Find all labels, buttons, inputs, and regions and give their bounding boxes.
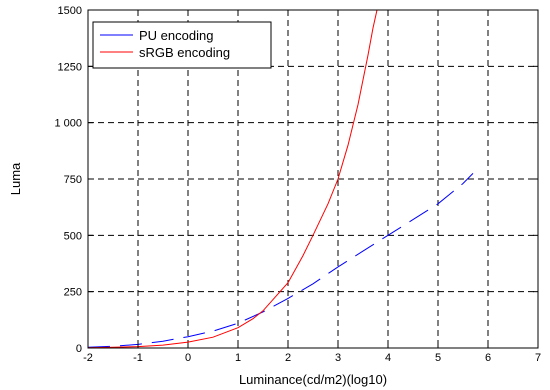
series-line-pu-encoding [87, 173, 474, 348]
grid-lines [88, 10, 538, 348]
x-tick-label: 3 [335, 352, 341, 364]
y-tick-label: 0 [76, 343, 82, 355]
x-tick-label: 6 [485, 352, 491, 364]
tick-marks [87, 9, 539, 349]
legend-label-srgb-encoding: sRGB encoding [139, 45, 230, 60]
x-tick-label: 4 [385, 352, 391, 364]
legend-label-pu-encoding: PU encoding [139, 28, 213, 43]
y-tick-label: 1500 [58, 5, 82, 17]
legend: PU encoding sRGB encoding [92, 21, 272, 69]
x-tick-labels: -2 -1 0 1 2 3 4 5 6 7 [83, 352, 541, 364]
x-axis-title: Luminance(cd/m2)(log10) [239, 372, 387, 387]
y-tick-label: 1 000 [54, 118, 82, 130]
y-tick-labels: 0 250 500 750 1 000 1250 1500 [54, 5, 82, 355]
x-tick-label: 7 [535, 352, 541, 364]
y-tick-label: 500 [64, 230, 82, 242]
y-axis-title: Luma [8, 162, 23, 195]
y-tick-label: 250 [64, 287, 82, 299]
x-tick-label: 1 [235, 352, 241, 364]
x-tick-label: -1 [133, 352, 143, 364]
legend-box [92, 21, 272, 69]
series-line-srgb-encoding [87, 9, 378, 349]
series-lines [87, 9, 474, 349]
x-tick-label: 2 [285, 352, 291, 364]
x-tick-label: 5 [435, 352, 441, 364]
y-tick-label: 750 [64, 174, 82, 186]
x-tick-label: 0 [185, 352, 191, 364]
y-tick-label: 1250 [58, 61, 82, 73]
x-tick-label: -2 [83, 352, 93, 364]
